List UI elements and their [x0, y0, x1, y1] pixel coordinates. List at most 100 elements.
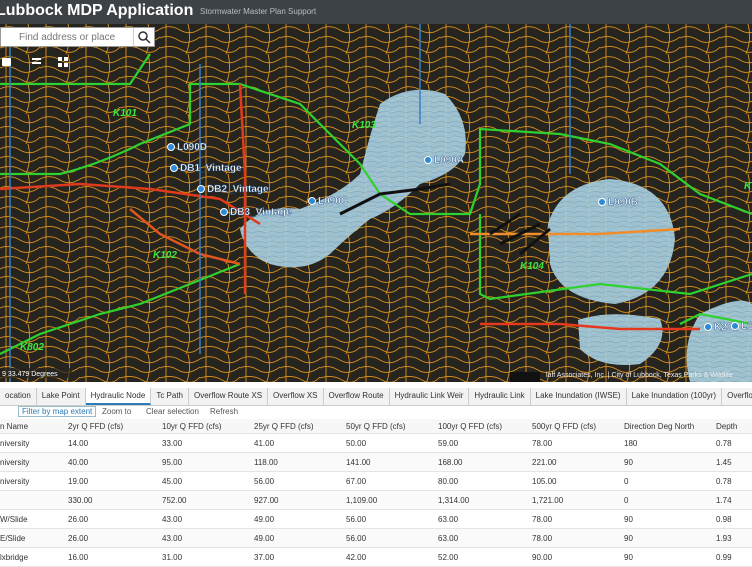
layer-tab[interactable]: Overflow XS [268, 388, 324, 405]
node-marker [424, 156, 432, 164]
column-header: n Name [0, 422, 29, 431]
table-cell: 0.78 [716, 477, 732, 486]
map-label: DB2_Vintage [207, 184, 269, 195]
map-attribution: laff Associates, Inc. | City of Lubbock,… [546, 372, 733, 379]
table-cell: 0 [624, 496, 629, 505]
table-cell: 90 [624, 458, 633, 467]
table-row[interactable]: E/Slide 26.00 43.00 49.00 56.00 63.00 78.00 90 1… [0, 529, 752, 548]
table-cell: lxbridge [0, 553, 29, 562]
layer-tab[interactable]: Hydraulic Node [85, 388, 152, 405]
node-marker [598, 198, 606, 206]
table-cell: 56.00 [346, 534, 367, 543]
table-cell: 90 [624, 515, 633, 524]
table-cell: 330.00 [68, 496, 93, 505]
attribution-toggle[interactable] [510, 372, 540, 382]
table-cell: 42.00 [346, 553, 367, 562]
layer-tab[interactable]: Hydraulic Link [469, 388, 531, 405]
table-cell: 78.00 [532, 534, 553, 543]
refresh-button[interactable]: Refresh [210, 407, 239, 416]
table-cell: 26.00 [68, 515, 89, 524]
map-label: K103 [352, 120, 376, 131]
column-header: 500yr Q FFD (cfs) [532, 422, 597, 431]
table-cell: 59.00 [438, 439, 459, 448]
table-cell: 33.00 [162, 439, 183, 448]
table-cell: 40.00 [68, 458, 89, 467]
node-marker [308, 197, 316, 205]
node-marker [197, 185, 205, 193]
table-cell: 1,721.00 [532, 496, 564, 505]
table-row[interactable]: lxbridge 16.00 31.00 37.00 42.00 52.00 90.00 90… [0, 548, 752, 567]
table-cell: 49.00 [254, 515, 275, 524]
table-cell: 50.00 [346, 439, 367, 448]
table-cell: 16.00 [68, 553, 89, 562]
table-cell: 80.00 [438, 477, 459, 486]
layer-tab[interactable]: Lake Inundation (100yr) [627, 388, 723, 405]
layer-tab[interactable]: Overflow Route XS [189, 388, 269, 405]
map-label: K201 [714, 322, 738, 333]
node-marker [704, 323, 712, 331]
table-row[interactable]: W/Slide 26.00 43.00 49.00 56.00 63.00 78.00 90 0… [0, 510, 752, 529]
filter-button[interactable]: Filter by map extent [18, 406, 97, 417]
attribute-table: n Name 2yr Q FFD (cfs) 10yr Q FFD (cfs) 25y… [0, 419, 752, 567]
table-cell: 49.00 [254, 534, 275, 543]
search-box[interactable]: Find address or place [0, 27, 155, 47]
table-cell: W/Slide [0, 515, 28, 524]
table-cell: 37.00 [254, 553, 275, 562]
streams [0, 24, 700, 382]
table-cell: 52.00 [438, 553, 459, 562]
node-marker [167, 143, 175, 151]
map-tools[interactable] [2, 57, 68, 67]
map-label: K [744, 181, 752, 192]
table-row[interactable]: niversity 40.00 95.00 118.00 141.00 168.00 221… [0, 453, 752, 472]
map-label: L090A [434, 155, 464, 166]
layer-tab[interactable]: Hydraulic Link Weir [390, 388, 470, 405]
table-row[interactable]: niversity 19.00 45.00 56.00 67.00 80.00 105.00… [0, 472, 752, 491]
table-cell: 927.00 [254, 496, 279, 505]
app-title: Lubbock MDP Application [0, 2, 194, 19]
layer-tab[interactable]: Lake Inundation (IWSE) [531, 388, 627, 405]
table-cell: 105.00 [532, 477, 557, 486]
layer-tab[interactable]: Overflow Route [324, 388, 390, 405]
toolbar: Filter by map extent Zoom to Clear selec… [0, 405, 752, 419]
table-cell: 41.00 [254, 439, 275, 448]
layer-tab[interactable]: Overflow Inundation [722, 388, 752, 405]
table-row[interactable]: 330.00 752.00 927.00 1,109.00 1,314.00 1,721.… [0, 491, 752, 510]
table-cell: 1.74 [716, 496, 732, 505]
node-marker [731, 322, 739, 330]
table-cell: niversity [0, 477, 30, 486]
table-cell: 752.00 [162, 496, 187, 505]
table-cell: niversity [0, 439, 30, 448]
map-label: L090C [318, 196, 348, 207]
table-cell: 56.00 [346, 515, 367, 524]
table-cell: 67.00 [346, 477, 367, 486]
table-cell: 43.00 [162, 515, 183, 524]
layer-tab[interactable]: Lake Point [37, 388, 86, 405]
header: Lubbock MDP Application Stormwater Maste… [0, 0, 752, 24]
map-label: L1 [741, 321, 752, 332]
search-button[interactable] [133, 28, 154, 46]
map-label: DB1_Vintage [180, 163, 242, 174]
map[interactable]: K101 L090D DB1_Vintage DB2_Vintage DB3_Vinta… [0, 24, 752, 382]
table-cell: 90.00 [532, 553, 553, 562]
table-cell: 14.00 [68, 439, 89, 448]
layer-tab[interactable]: Tc Path [151, 388, 189, 405]
table-cell: 141.00 [346, 458, 371, 467]
table-cell: 1,109.00 [346, 496, 378, 505]
zoom-button[interactable]: Zoom to [102, 407, 132, 416]
column-header: 50yr Q FFD (cfs) [346, 422, 406, 431]
table-cell: 56.00 [254, 477, 275, 486]
table-row[interactable]: niversity 14.00 33.00 41.00 50.00 59.00 78.00 1… [0, 434, 752, 453]
table-cell: 43.00 [162, 534, 183, 543]
boundaries [0, 53, 752, 355]
table-cell: 63.00 [438, 515, 459, 524]
layer-tab[interactable]: ocation [0, 388, 37, 405]
table-cell: 118.00 [254, 458, 278, 467]
map-label: K104 [520, 261, 544, 272]
clear-button[interactable]: Clear selection [146, 407, 199, 416]
map-label: K802 [20, 342, 44, 353]
table-header: n Name 2yr Q FFD (cfs) 10yr Q FFD (cfs) 25y… [0, 419, 752, 434]
table-cell: 31.00 [162, 553, 183, 562]
table-cell: 0.99 [716, 553, 732, 562]
table-cell: 1,314.00 [438, 496, 470, 505]
